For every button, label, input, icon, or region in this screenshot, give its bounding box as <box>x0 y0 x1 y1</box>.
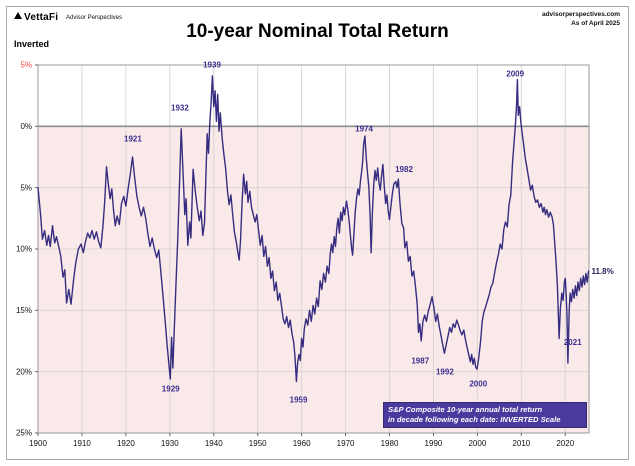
x-axis-tick-label: 2020 <box>556 439 574 448</box>
x-axis-tick-label: 2000 <box>468 439 486 448</box>
y-axis-tick-label: 15% <box>16 306 32 315</box>
inverted-scale-note: Inverted <box>14 39 50 49</box>
brand-text: VettaFi <box>24 12 59 23</box>
x-axis-tick-label: 1970 <box>337 439 355 448</box>
x-axis-tick-label: 1930 <box>161 439 179 448</box>
annotation-1974: 1974 <box>355 124 373 133</box>
y-axis-tick-label: 5% <box>20 61 32 70</box>
vettafi-logo-mark <box>14 12 22 19</box>
y-axis-tick-label: 5% <box>20 183 32 192</box>
y-axis-tick-label: 10% <box>16 245 32 254</box>
x-axis-tick-label: 1950 <box>249 439 267 448</box>
caption-line-2: in decade following each date: INVERTED … <box>388 415 561 424</box>
source-website: advisorperspectives.com <box>541 11 620 18</box>
vettafi-logo: VettaFi <box>14 12 58 23</box>
annotation-1921: 1921 <box>124 134 142 143</box>
positive-zone-shading <box>38 126 589 433</box>
x-axis-tick-label: 2010 <box>512 439 530 448</box>
x-axis-tick-label: 1920 <box>117 439 135 448</box>
annotation-1987: 1987 <box>411 356 429 365</box>
annotation-2021: 2021 <box>564 338 582 347</box>
x-axis-tick-label: 1980 <box>381 439 399 448</box>
annotation-1959: 1959 <box>290 396 308 405</box>
y-axis-tick-label: 20% <box>16 367 32 376</box>
latest-value-label: 11.8% <box>591 267 613 276</box>
annotation-1932: 1932 <box>171 104 189 113</box>
brand-subtitle: Advisor Perspectives <box>66 15 123 21</box>
as-of-date: As of April 2025 <box>571 20 620 27</box>
annotation-2009: 2009 <box>506 69 524 78</box>
annotation-1982: 1982 <box>395 165 413 174</box>
y-axis-tick-label: 0% <box>20 122 32 131</box>
x-axis-tick-label: 1990 <box>425 439 443 448</box>
y-axis-tick-label: 25% <box>16 429 32 438</box>
annotation-1929: 1929 <box>162 385 180 394</box>
total-return-line <box>37 75 590 383</box>
annotation-2000: 2000 <box>469 380 487 389</box>
x-axis-tick-label: 1910 <box>73 439 91 448</box>
chart-caption-box: S&P Composite 10-year annual total retur… <box>383 402 587 428</box>
x-axis-tick-label: 1960 <box>293 439 311 448</box>
x-axis-tick-label: 1900 <box>29 439 47 448</box>
x-axis-tick-label: 1940 <box>205 439 223 448</box>
caption-line-1: S&P Composite 10-year annual total retur… <box>388 405 543 414</box>
annotation-1939: 1939 <box>203 61 221 70</box>
annotation-1992: 1992 <box>436 367 454 376</box>
chart-title: 10-year Nominal Total Return <box>186 21 449 42</box>
